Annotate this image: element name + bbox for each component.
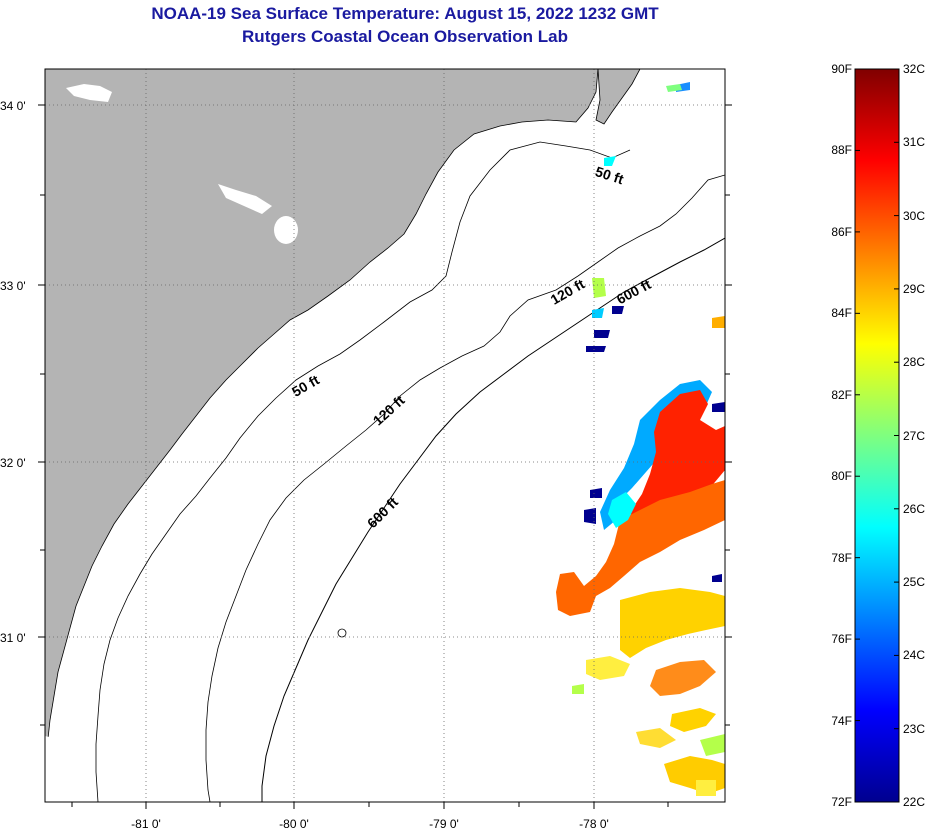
map-subtitle: Rutgers Coastal Ocean Observation Lab	[242, 27, 568, 46]
map-frame	[44, 68, 726, 803]
depth-contour-120ft	[205, 174, 725, 802]
graticule	[45, 69, 725, 802]
colorbar-c-label: 32C	[903, 62, 926, 76]
sst-data-patches	[556, 82, 725, 796]
inland-lake	[45, 736, 70, 780]
lon-label: -80 0'	[279, 817, 309, 831]
lon-label: -81 0'	[131, 817, 161, 831]
colorbar-ticks	[855, 68, 899, 803]
colorbar-c-label: 25C	[903, 575, 926, 590]
colorbar-f-label: 80F	[831, 469, 852, 484]
lat-label: 34 0'	[0, 99, 26, 113]
colorbar-c-label: 27C	[903, 428, 926, 443]
map-title: NOAA-19 Sea Surface Temperature: August …	[151, 4, 659, 23]
land-area	[45, 69, 599, 771]
colorbar-c-label: 24C	[903, 648, 926, 663]
inland-lake	[218, 184, 272, 214]
northern-land	[595, 69, 641, 125]
colorbar-f-label: 90F	[831, 62, 852, 76]
colorbar-c-label: 29C	[903, 281, 926, 296]
inland-lake	[274, 216, 298, 244]
colorbar-c-label: 26C	[903, 501, 926, 516]
colorbar	[854, 68, 900, 803]
inland-lake	[66, 84, 112, 102]
lat-label: 33 0'	[0, 279, 26, 293]
axis-ticks	[38, 104, 732, 809]
colorbar-c-label: 31C	[903, 135, 926, 150]
colorbar-f-label: 74F	[831, 713, 852, 728]
depth-contour-50ft	[95, 141, 631, 802]
depth-contour-600ft	[261, 237, 725, 802]
colorbar-f-label: 76F	[831, 632, 852, 647]
lon-label: -78 0'	[579, 817, 609, 831]
colorbar-f-label: 82F	[831, 387, 852, 402]
lat-label: 31 0'	[0, 631, 26, 645]
colorbar-c-label: 23C	[903, 721, 926, 736]
colorbar-c-label: 30C	[903, 208, 926, 223]
colorbar-f-label: 86F	[831, 224, 852, 239]
colorbar-f-label: 88F	[831, 143, 852, 158]
colorbar-c-label: 22C	[903, 795, 926, 809]
lon-label: -79 0'	[429, 817, 459, 831]
colorbar-f-label: 78F	[831, 550, 852, 565]
colorbar-f-label: 84F	[831, 306, 852, 321]
lat-label: 32 0'	[0, 456, 26, 470]
colorbar-c-label: 28C	[903, 355, 926, 370]
colorbar-f-label: 72F	[831, 795, 852, 809]
